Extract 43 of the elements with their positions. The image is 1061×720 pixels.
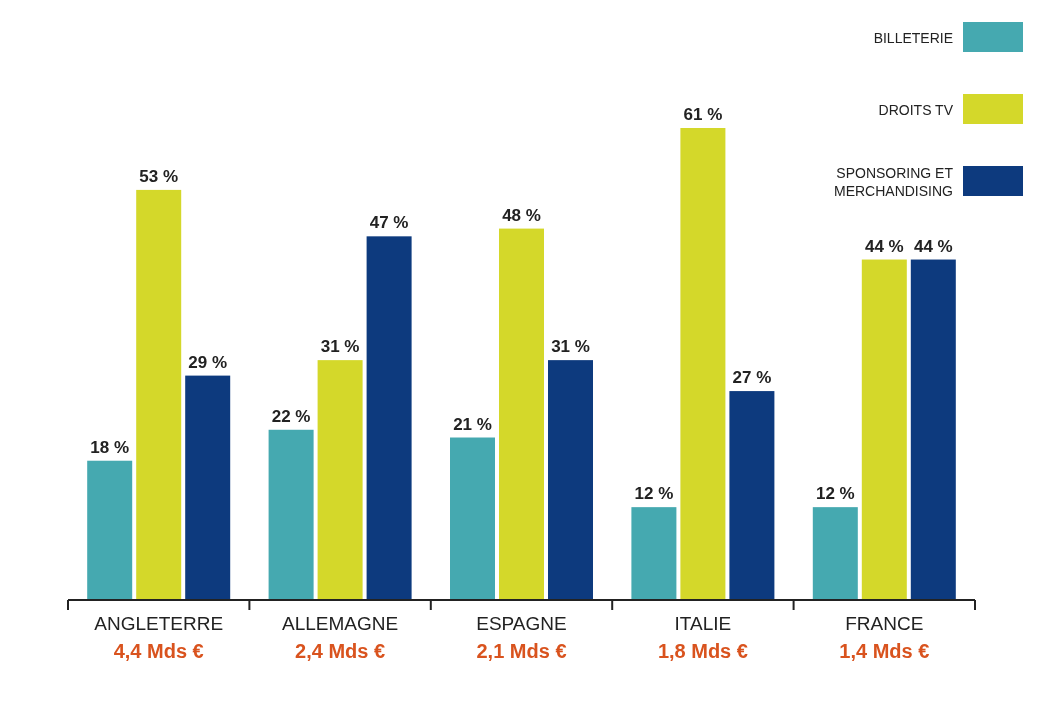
- data-label: 12 %: [634, 484, 674, 504]
- text: 2,1 Mds €: [476, 640, 567, 662]
- bar: [136, 189, 182, 600]
- x-tick-label: ANGLETERRE: [94, 613, 224, 634]
- data-label: 31 %: [320, 337, 360, 357]
- legend-label: SPONSORING ET MERCHANDISING: [833, 165, 954, 199]
- text: 1,8 Mds €: [657, 640, 748, 662]
- bar: [366, 236, 412, 600]
- data-label: 53 %: [139, 166, 179, 186]
- bar: [268, 429, 314, 600]
- bar: [499, 228, 544, 600]
- data-label: 29 %: [188, 352, 228, 372]
- bar: [812, 507, 858, 600]
- legend-label: BILLETERIE: [873, 30, 953, 46]
- data-label: 18 %: [90, 437, 130, 457]
- data-label: 44 %: [913, 236, 953, 256]
- x-tick-label: ALLEMAGNE: [282, 613, 399, 634]
- text: 4,4 Mds €: [113, 640, 204, 662]
- bar: [680, 128, 726, 600]
- x-tick-label: ITALIE: [674, 613, 732, 634]
- text: 2,4 Mds €: [295, 640, 386, 662]
- legend-label: DROITS TV: [878, 102, 954, 118]
- data-label: 44 %: [864, 236, 904, 256]
- bar: [548, 360, 593, 600]
- data-label: 21 %: [453, 414, 492, 434]
- bar: [185, 375, 231, 600]
- bar: [87, 460, 133, 600]
- x-tick-label: FRANCE: [845, 613, 924, 634]
- x-tick-label: ESPAGNE: [476, 613, 567, 634]
- bar: [317, 360, 363, 600]
- text: 1,4 Mds €: [839, 640, 930, 662]
- data-label: 31 %: [551, 337, 590, 357]
- bar: [450, 437, 495, 600]
- bar: [910, 259, 956, 600]
- data-label: 12 %: [815, 484, 855, 504]
- data-label: 48 %: [502, 205, 541, 225]
- bar: [861, 259, 907, 600]
- data-label: 47 %: [369, 213, 409, 233]
- bar: [631, 507, 677, 600]
- data-label: 27 %: [732, 368, 772, 388]
- data-label: 22 %: [271, 406, 311, 426]
- data-label: 61 %: [683, 105, 723, 124]
- bar: [729, 391, 775, 600]
